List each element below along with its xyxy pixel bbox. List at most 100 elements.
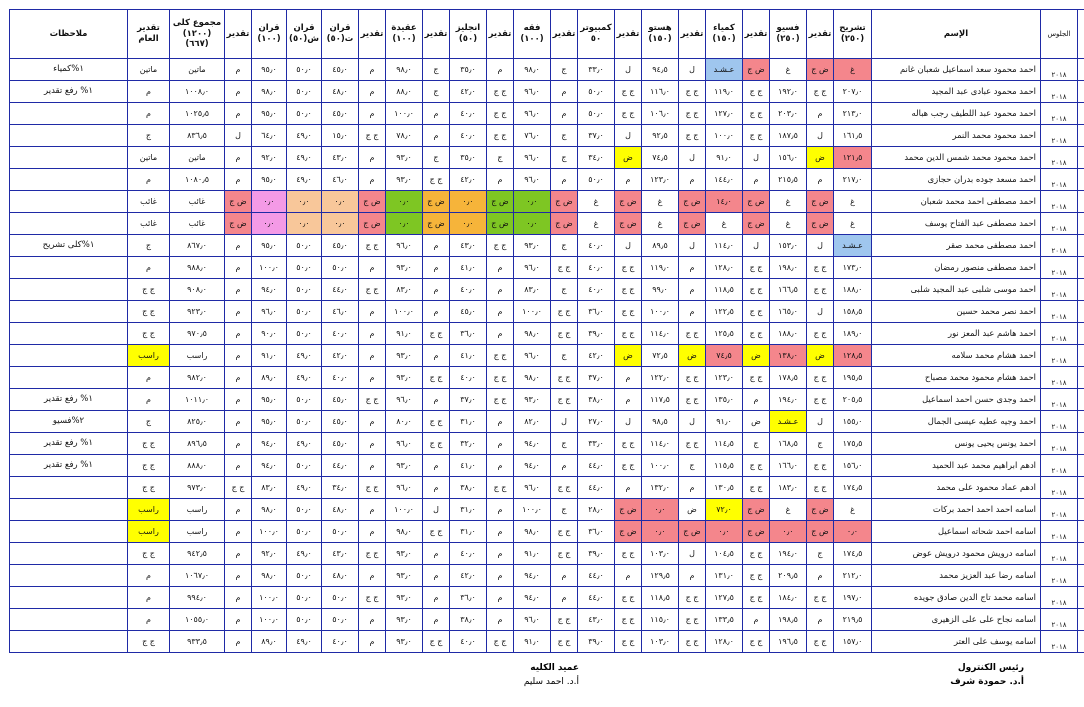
grade-cell: م xyxy=(358,344,386,367)
grade-cell: ٤٤٫٠ xyxy=(577,564,615,587)
grade-cell: ١٥٦٫٠ xyxy=(769,146,807,169)
grade-cell: غ xyxy=(833,190,872,213)
grade-cell: ٤٨٫٠ xyxy=(321,564,359,587)
grade-cell: ٤٠٫٠ xyxy=(449,542,487,565)
grade-cell: م xyxy=(358,410,386,433)
grade-cell: ض ج xyxy=(550,190,578,213)
grade-cell: م xyxy=(422,256,450,279)
grade-cell: ٤٩٫٠ xyxy=(286,344,322,367)
grade-cell: ٩٥٫٠ xyxy=(251,102,287,125)
grade-cell: ج ج xyxy=(806,630,834,653)
grade-cell: ج ج xyxy=(614,322,642,345)
grade-cell: ض xyxy=(806,146,834,169)
grade-cell: م xyxy=(486,520,514,543)
grade-cell: ١٠٠٫٠ xyxy=(513,498,551,521)
grade-cell: ل xyxy=(422,498,450,521)
column-header: انجليز (٥٠) xyxy=(449,9,487,59)
grade-cell: ٩٣٫٠ xyxy=(385,454,423,477)
grade-cell: ج ج xyxy=(678,322,706,345)
grade-cell: ٩٨٫٠ xyxy=(513,520,551,543)
student-name-cell: اسامه رضا عبد العزيز محمد xyxy=(871,564,1041,587)
grade-cell: م xyxy=(224,146,252,169)
grade-cell: ج ج xyxy=(127,432,170,455)
column-header: كمبيوتر ٥٠ xyxy=(577,9,615,59)
grade-cell: ج ج xyxy=(486,80,514,103)
grade-cell: م xyxy=(486,586,514,609)
grade-cell: ٥٠٫٠ xyxy=(321,256,359,279)
grade-cell: ﻋـﺸـﺪ xyxy=(705,58,743,81)
grade-cell: ٥٠٫٠ xyxy=(577,80,615,103)
grade-cell: ٤٠٫٠ xyxy=(449,102,487,125)
grade-cell: ١١٦٫٠ xyxy=(641,80,679,103)
grade-cell: ج xyxy=(550,498,578,521)
grade-cell: ض ج xyxy=(678,520,706,543)
column-header: عقيدة (١٠٠) xyxy=(385,9,423,59)
grade-cell: ١٣٥٫٠ xyxy=(705,388,743,411)
grade-cell: ١٠٠٫٠ xyxy=(641,454,679,477)
grade-cell: ٩٤٫٠ xyxy=(513,454,551,477)
grade-cell: م xyxy=(806,608,834,631)
grade-cell: م xyxy=(224,608,252,631)
student-name-cell: ادهم عماد محمود على محمد xyxy=(871,476,1041,499)
grade-cell: ض ج xyxy=(614,190,642,213)
student-name-cell: احمد محمود عبد اللطيف رجب هباله xyxy=(871,102,1041,125)
grade-cell: م xyxy=(550,168,578,191)
notes-cell xyxy=(9,586,128,609)
grade-cell: ج ج xyxy=(486,366,514,389)
grade-cell: ٩٨٫٠ xyxy=(251,80,287,103)
grade-cell: م xyxy=(614,476,642,499)
grade-cell: ٧٦٫٠ xyxy=(513,124,551,147)
grade-cell: ج ج xyxy=(614,608,642,631)
grade-cell: ٣٨٫٠ xyxy=(577,388,615,411)
section-cell: ٢٠١٨ xyxy=(1040,608,1078,631)
column-header: تقدير xyxy=(486,9,514,59)
grade-cell: م xyxy=(127,102,170,125)
grade-cell: ٠٫٠ xyxy=(449,212,487,235)
column-header: تقدير xyxy=(422,9,450,59)
column-header: فسيو (٢٥٠) xyxy=(769,9,807,59)
grade-cell: ج ج xyxy=(550,608,578,631)
grade-cell: ٤٥٫٠ xyxy=(321,388,359,411)
notes-cell xyxy=(9,476,128,499)
grade-cell: ج ج xyxy=(678,586,706,609)
grade-cell: ج ج xyxy=(550,630,578,653)
grade-cell: ٩٤٫٥ xyxy=(641,58,679,81)
grade-cell: ٨٢٥٫٠ xyxy=(169,410,225,433)
grade-cell: ٩٤٫٠ xyxy=(251,454,287,477)
grade-cell: ج ج xyxy=(614,102,642,125)
grade-cell: ج ج xyxy=(614,454,642,477)
grade-cell: م xyxy=(550,564,578,587)
grade-cell: ١٦٨٫٥ xyxy=(769,432,807,455)
grade-cell: ج ج xyxy=(678,608,706,631)
grade-cell: ٢١٣٫٠ xyxy=(833,102,872,125)
grade-cell: ٨٨٫٠ xyxy=(385,80,423,103)
grade-cell: م xyxy=(486,410,514,433)
grade-cell: ١١٤٫٠ xyxy=(705,234,743,257)
section-cell: ٢٠١٨ xyxy=(1040,564,1078,587)
column-header: قران ت(٥٠) xyxy=(321,9,359,59)
student-name-cell: احمد هشام محمد سلامه xyxy=(871,344,1041,367)
grade-cell: ١٢٧٫٠ xyxy=(705,102,743,125)
grade-cell: ج ج xyxy=(550,322,578,345)
grade-cell: ض ج xyxy=(486,190,514,213)
grade-cell: ج ج xyxy=(678,124,706,147)
student-number-cell: ١١٢٥ xyxy=(1077,410,1084,433)
grade-cell: ٨٩٦٫٥ xyxy=(169,432,225,455)
grade-cell: ١١٤٫٠ xyxy=(641,432,679,455)
grade-cell: ج ج xyxy=(550,388,578,411)
grade-cell: ١١٥٫٠ xyxy=(641,608,679,631)
column-header: العام xyxy=(1077,9,1084,59)
grade-cell: ٥٠٫٠ xyxy=(286,564,322,587)
grade-cell: م xyxy=(358,630,386,653)
student-name-cell: احمد يونس يحيى يونس xyxy=(871,432,1041,455)
column-header: فقه (١٠٠) xyxy=(513,9,551,59)
grade-cell: ٤٨٫٠ xyxy=(321,80,359,103)
grade-cell: ض xyxy=(806,344,834,367)
grade-cell: م xyxy=(127,586,170,609)
student-name-cell: احمد محمود محمد النمر xyxy=(871,124,1041,147)
grade-cell: ١٠٨٠٫٥ xyxy=(169,168,225,191)
table-row: ١١٣٤٢٠١٨اسامه نجاح على على الزهيرى٢١٩٫٥م… xyxy=(9,608,1084,631)
grade-cell: ج ج xyxy=(422,322,450,345)
